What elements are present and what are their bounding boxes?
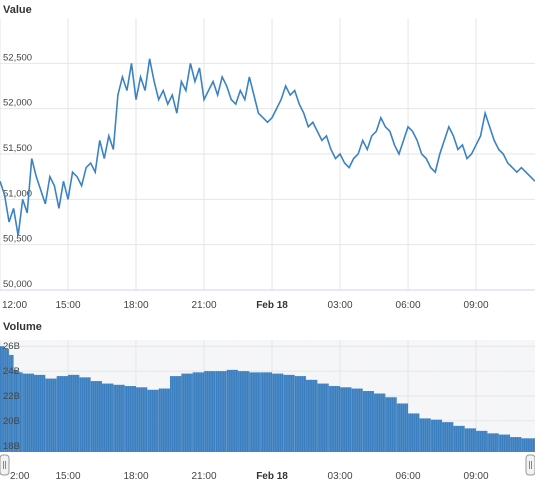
value-chart-y-axis: 50,000 50,500 51,000 51,500 52,000 52,500 — [3, 52, 32, 290]
volume-bar-series — [0, 340, 535, 452]
volume-bar — [510, 437, 522, 452]
value-y-tick-label: 50,500 — [3, 234, 32, 245]
volume-x-tick-label: 09:00 — [464, 471, 489, 482]
volume-bar — [79, 377, 91, 452]
value-x-tick-label: 15:00 — [55, 300, 80, 311]
volume-bar — [464, 428, 477, 452]
volume-bar — [260, 372, 273, 452]
volume-bar — [0, 346, 5, 452]
volume-bar — [306, 379, 318, 452]
volume-bar — [181, 373, 193, 452]
value-y-tick-label: 52,000 — [3, 98, 32, 109]
volume-y-tick-label: 22B — [3, 391, 20, 402]
volume-bar — [476, 430, 488, 452]
volume-bar — [385, 397, 397, 452]
volume-bar — [430, 419, 443, 452]
volume-bar — [226, 369, 239, 452]
volume-y-tick-label: 20B — [3, 416, 20, 427]
volume-bar — [521, 438, 535, 452]
volume-bar — [113, 384, 125, 452]
volume-x-tick-label: 03:00 — [328, 471, 353, 482]
volume-bar — [498, 434, 511, 452]
volume-bar — [90, 381, 103, 452]
volume-bar — [374, 393, 386, 452]
volume-bar — [192, 372, 205, 452]
value-x-tick-label: 21:00 — [192, 300, 217, 311]
volume-bar — [249, 372, 261, 452]
volume-x-tick-label: 2:00 — [10, 471, 30, 482]
volume-bar — [283, 374, 295, 452]
value-y-tick-label: 51,500 — [3, 143, 32, 154]
volume-y-tick-label: 26B — [3, 341, 20, 352]
volume-bar — [34, 374, 46, 452]
volume-bar — [340, 387, 352, 452]
navigator-left-handle[interactable] — [0, 454, 10, 476]
volume-bar — [238, 371, 250, 452]
volume-bar — [204, 371, 216, 452]
volume-bar — [317, 383, 329, 452]
volume-bar — [158, 388, 171, 452]
volume-chart-y-axis: 18B 20B 22B 24B 26B — [3, 341, 20, 452]
volume-bar — [9, 354, 14, 452]
volume-bar — [351, 388, 363, 452]
value-y-tick-label: 52,500 — [3, 52, 32, 63]
volume-bar — [487, 433, 499, 452]
value-x-tick-label: 06:00 — [396, 300, 421, 311]
volume-bar — [408, 413, 420, 452]
volume-bar — [328, 386, 341, 452]
volume-x-tick-label: Feb 18 — [256, 471, 288, 482]
volume-bar — [18, 372, 23, 452]
volume-bar — [22, 373, 35, 452]
volume-chart-title: Volume — [3, 321, 42, 333]
value-x-tick-label: 18:00 — [124, 300, 149, 311]
value-line-series — [0, 58, 535, 236]
volume-bar — [4, 348, 10, 452]
volume-bar — [396, 403, 409, 452]
volume-bar — [45, 378, 57, 452]
volume-bar — [13, 369, 19, 452]
value-y-tick-label: 50,000 — [3, 279, 32, 290]
volume-y-tick-label: 18B — [3, 441, 20, 452]
volume-bar — [442, 422, 454, 452]
volume-bar — [124, 386, 137, 452]
value-chart-title: Value — [3, 4, 32, 16]
value-chart-grid — [0, 18, 535, 291]
volume-y-tick-label: 24B — [3, 366, 20, 377]
volume-x-tick-label: 18:00 — [124, 471, 149, 482]
volume-bar — [170, 376, 182, 452]
volume-chart-x-axis: 2:00 15:00 18:00 21:00 Feb 18 03:00 06:00 09:00 — [10, 471, 489, 482]
value-x-tick-label: 12:00 — [2, 300, 27, 311]
value-x-tick-label: 03:00 — [328, 300, 353, 311]
volume-x-tick-label: 21:00 — [192, 471, 217, 482]
volume-bar — [272, 373, 284, 452]
volume-bar — [68, 374, 80, 452]
volume-x-tick-label: 15:00 — [55, 471, 80, 482]
volume-bar — [147, 389, 159, 452]
volume-bar — [215, 371, 227, 452]
volume-bar — [419, 418, 431, 452]
volume-bar — [56, 376, 69, 452]
volume-bar — [362, 391, 375, 452]
volume-bar — [102, 383, 114, 452]
volume-bar — [453, 425, 465, 452]
volume-bar — [294, 376, 307, 452]
volume-bar — [136, 387, 148, 452]
navigator-right-handle[interactable] — [525, 454, 535, 476]
value-y-tick-label: 51,000 — [3, 188, 32, 199]
value-chart-x-axis: 12:00 15:00 18:00 21:00 Feb 18 03:00 06:00 09:0… — [2, 300, 489, 311]
value-x-tick-label: 09:00 — [464, 300, 489, 311]
value-x-tick-label: Feb 18 — [256, 300, 288, 311]
volume-x-tick-label: 06:00 — [396, 471, 421, 482]
